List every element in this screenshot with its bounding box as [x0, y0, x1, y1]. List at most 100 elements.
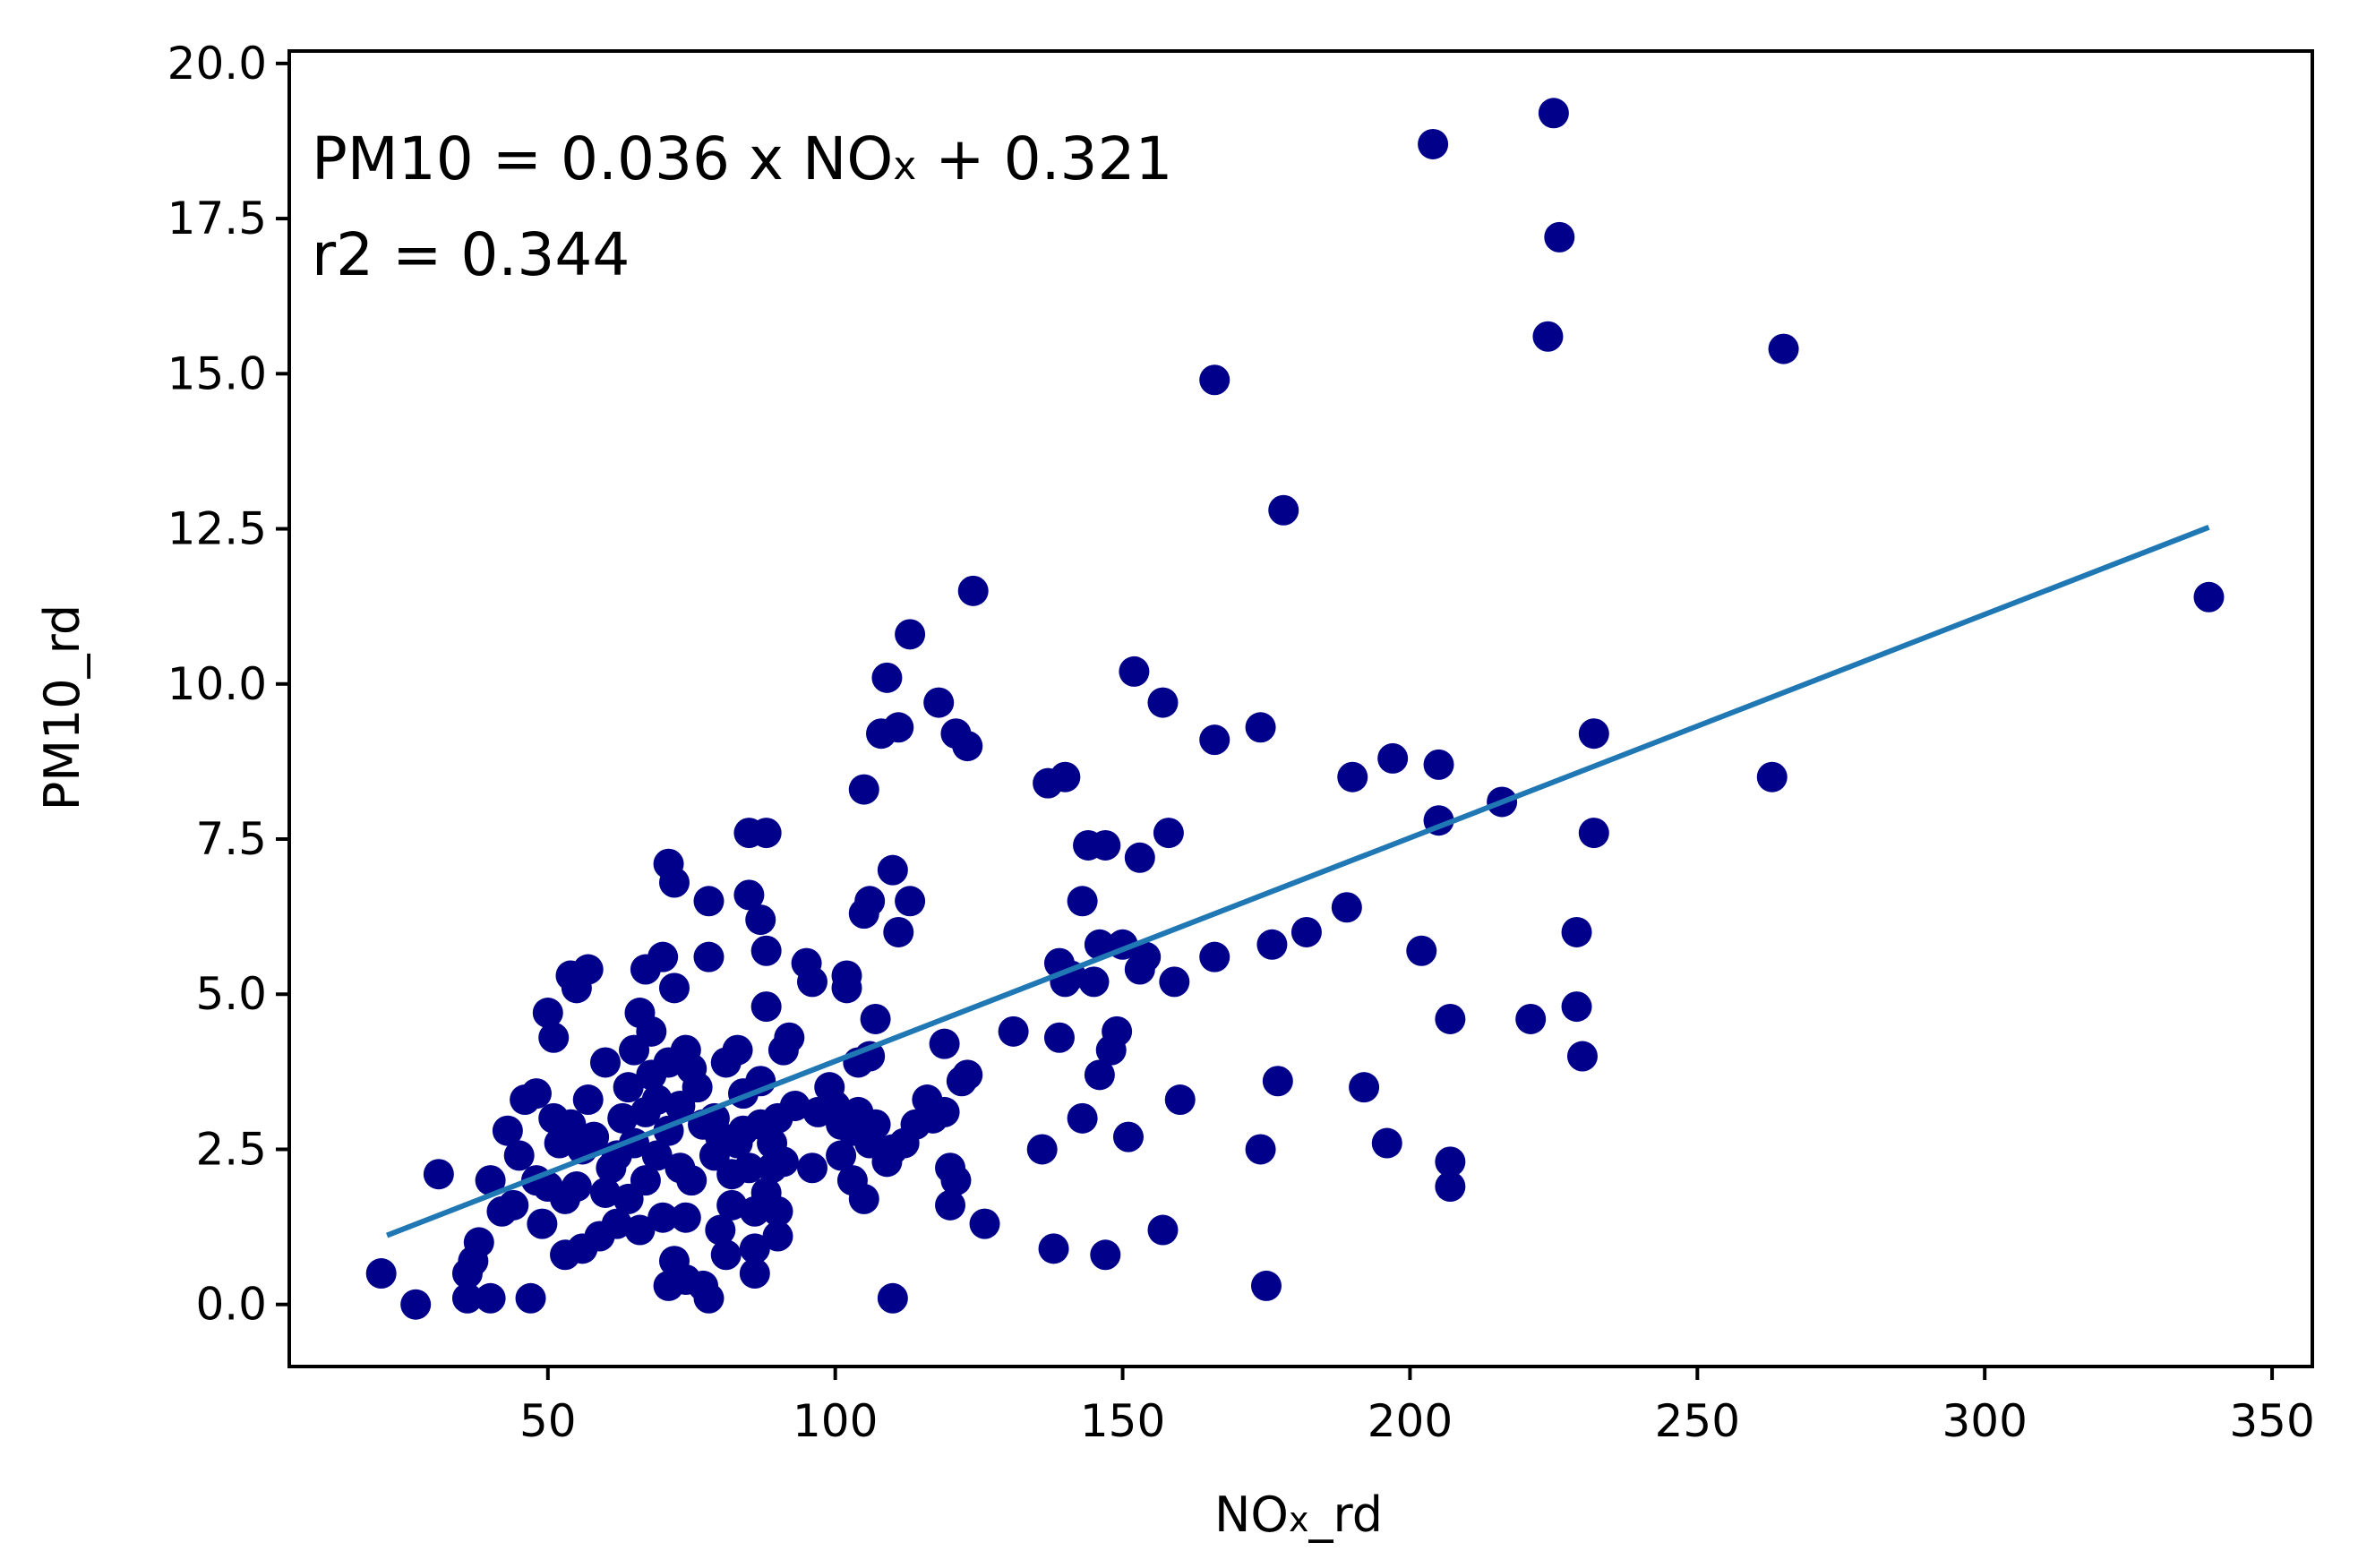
data-point	[952, 1059, 983, 1091]
data-point	[1067, 886, 1098, 917]
data-point	[451, 1282, 483, 1314]
x-tick-label: 50	[519, 1395, 577, 1447]
data-point	[589, 1177, 621, 1208]
data-point	[1337, 761, 1368, 793]
data-point	[1084, 1059, 1115, 1091]
data-point	[1561, 991, 1592, 1023]
x-axis-label: NOx_rd	[1214, 1487, 1383, 1543]
data-point	[1043, 1022, 1075, 1053]
data-point	[1290, 916, 1322, 947]
y-axis-label: PM10_rd	[34, 604, 90, 810]
y-axis-ticks: 0.0 2.5 5.0 7.5 10.0 12.5 15.0 17.5 20.0	[167, 38, 289, 1331]
data-point	[1262, 1066, 1293, 1097]
data-point	[589, 1047, 621, 1078]
x-axis-label-tail: _rd	[1308, 1487, 1383, 1543]
data-point	[923, 687, 955, 718]
data-point	[1268, 494, 1299, 526]
data-point	[1435, 1003, 1466, 1034]
data-point	[1538, 98, 1569, 129]
data-point	[1250, 1270, 1282, 1301]
data-point	[952, 731, 983, 762]
data-point	[676, 1165, 707, 1196]
data-point	[1090, 1239, 1121, 1271]
data-point	[1371, 1127, 1402, 1159]
data-point	[1119, 655, 1150, 687]
data-point	[693, 1282, 725, 1314]
data-point	[750, 935, 782, 966]
data-points	[365, 98, 2225, 1320]
data-point	[1435, 1146, 1466, 1178]
data-point	[601, 1208, 632, 1239]
data-point	[636, 1015, 667, 1047]
equation-main: PM10 = 0.036 x NO	[312, 124, 893, 193]
data-point	[877, 1282, 908, 1314]
data-point	[1078, 966, 1110, 998]
data-point	[658, 867, 690, 898]
data-point	[1159, 966, 1190, 998]
data-point	[1406, 935, 1437, 966]
y-tick-label: 10.0	[167, 658, 267, 710]
equation-tail: + 0.321	[916, 124, 1172, 193]
data-point	[572, 1084, 604, 1116]
data-point	[1084, 929, 1115, 960]
data-point	[854, 886, 886, 917]
data-point	[682, 1072, 713, 1103]
y-tick-label: 0.0	[195, 1279, 267, 1331]
r2-annotation: r2 = 0.344	[312, 220, 630, 289]
y-tick-label: 2.5	[195, 1123, 267, 1175]
data-point	[935, 1189, 966, 1221]
data-point	[797, 1152, 828, 1184]
data-point	[538, 1022, 570, 1053]
data-point	[1038, 1233, 1069, 1264]
data-point	[515, 1282, 546, 1314]
data-point	[1418, 128, 1449, 159]
data-point	[1164, 1084, 1196, 1116]
x-axis-label-subscript: x	[1289, 1500, 1309, 1539]
data-point	[641, 1084, 673, 1116]
data-point	[1349, 1072, 1380, 1103]
data-point	[860, 1109, 891, 1140]
data-point	[561, 1171, 592, 1203]
data-point	[1566, 1041, 1598, 1072]
data-point	[624, 1214, 656, 1246]
data-point	[848, 1183, 879, 1214]
x-axis-ticks: 50 100 150 200 250 300 350	[519, 1367, 2315, 1447]
data-point	[957, 575, 989, 606]
data-point	[895, 619, 926, 650]
data-point	[860, 1003, 891, 1034]
x-tick-label: 100	[793, 1395, 878, 1447]
data-point	[1377, 742, 1409, 774]
data-point	[998, 1015, 1029, 1047]
data-point	[883, 916, 914, 947]
data-point	[2193, 581, 2225, 613]
data-point	[492, 1115, 523, 1146]
data-point	[767, 1146, 799, 1178]
data-point	[1112, 1121, 1144, 1152]
data-point	[1515, 1003, 1547, 1034]
data-point	[1423, 749, 1454, 780]
x-tick-label: 300	[1942, 1395, 2027, 1447]
data-point	[1153, 818, 1184, 849]
data-point	[579, 1121, 610, 1152]
data-point	[1090, 829, 1121, 861]
data-point	[762, 1221, 793, 1252]
data-point	[762, 1195, 793, 1227]
data-point	[613, 1072, 644, 1103]
data-point	[527, 1208, 558, 1239]
data-point	[1245, 712, 1276, 743]
data-point	[1245, 1134, 1276, 1165]
x-tick-label: 250	[1655, 1395, 1740, 1447]
data-point	[710, 1239, 742, 1271]
data-point	[797, 966, 828, 998]
y-tick-label: 20.0	[167, 38, 267, 90]
data-point	[1050, 761, 1081, 793]
data-point	[520, 1078, 552, 1110]
data-point	[475, 1165, 506, 1196]
data-point	[1561, 916, 1592, 947]
data-point	[1067, 1102, 1098, 1134]
equation-annotation: PM10 = 0.036 x NOx + 0.321	[312, 124, 1173, 193]
data-point	[929, 1028, 960, 1059]
data-point	[877, 854, 908, 886]
data-point	[1578, 718, 1609, 750]
data-point	[1435, 1171, 1466, 1203]
